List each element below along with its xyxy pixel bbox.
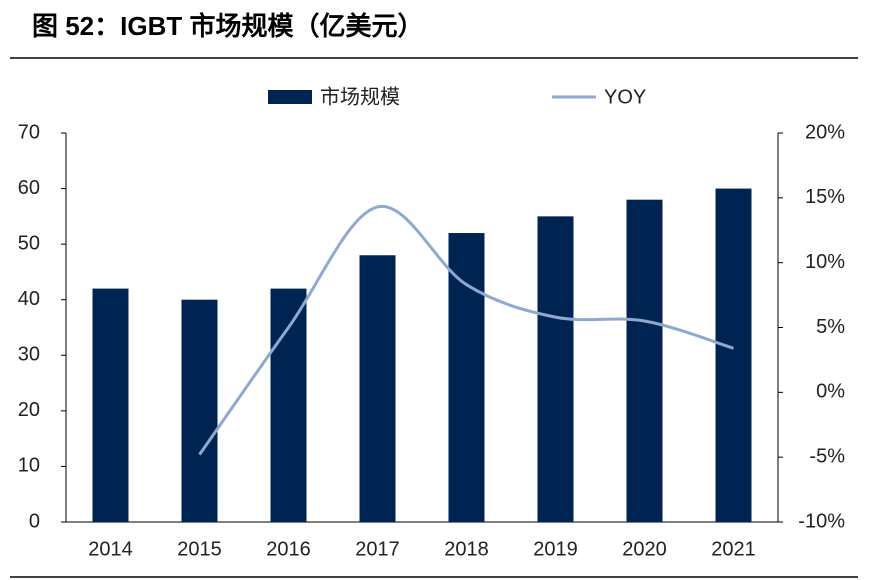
bar bbox=[270, 288, 307, 522]
y-tick-label: 0 bbox=[29, 510, 40, 532]
y2-tick-label: 0% bbox=[816, 381, 845, 403]
y2-tick-label: 20% bbox=[805, 121, 845, 143]
y-tick-label: 60 bbox=[18, 177, 40, 199]
legend-swatch bbox=[268, 90, 312, 104]
x-tick-label: 2014 bbox=[88, 538, 133, 560]
x-tick-label: 2015 bbox=[177, 538, 222, 560]
chart-title: 图 52：IGBT 市场规模（亿美元） bbox=[32, 11, 423, 41]
x-tick-label: 2017 bbox=[355, 538, 400, 560]
y-tick-label: 30 bbox=[18, 344, 40, 366]
y-tick-label: 40 bbox=[18, 288, 40, 310]
legend-label: YOY bbox=[604, 86, 646, 108]
y-tick-label: 10 bbox=[18, 455, 40, 477]
x-tick-label: 2016 bbox=[266, 538, 311, 560]
y2-tick-label: -5% bbox=[809, 445, 845, 467]
y2-tick-label: 10% bbox=[805, 251, 845, 273]
y2-tick-label: 5% bbox=[816, 316, 845, 338]
bar bbox=[359, 255, 396, 522]
y-tick-label: 70 bbox=[18, 121, 40, 143]
bar bbox=[537, 216, 574, 522]
bar bbox=[448, 233, 485, 522]
bar bbox=[92, 288, 129, 522]
x-tick-label: 2020 bbox=[622, 538, 667, 560]
x-tick-label: 2019 bbox=[533, 538, 578, 560]
y2-tick-label: 15% bbox=[805, 186, 845, 208]
y-tick-label: 50 bbox=[18, 232, 40, 254]
bar bbox=[715, 188, 752, 523]
line bbox=[198, 205, 734, 456]
legend-label: 市场规模 bbox=[320, 85, 400, 108]
x-tick-label: 2018 bbox=[444, 538, 489, 560]
bar bbox=[181, 299, 218, 522]
bar bbox=[626, 199, 663, 522]
y2-tick-label: -10% bbox=[798, 510, 845, 532]
x-tick-label: 2021 bbox=[711, 538, 756, 560]
y-tick-label: 20 bbox=[18, 399, 40, 421]
